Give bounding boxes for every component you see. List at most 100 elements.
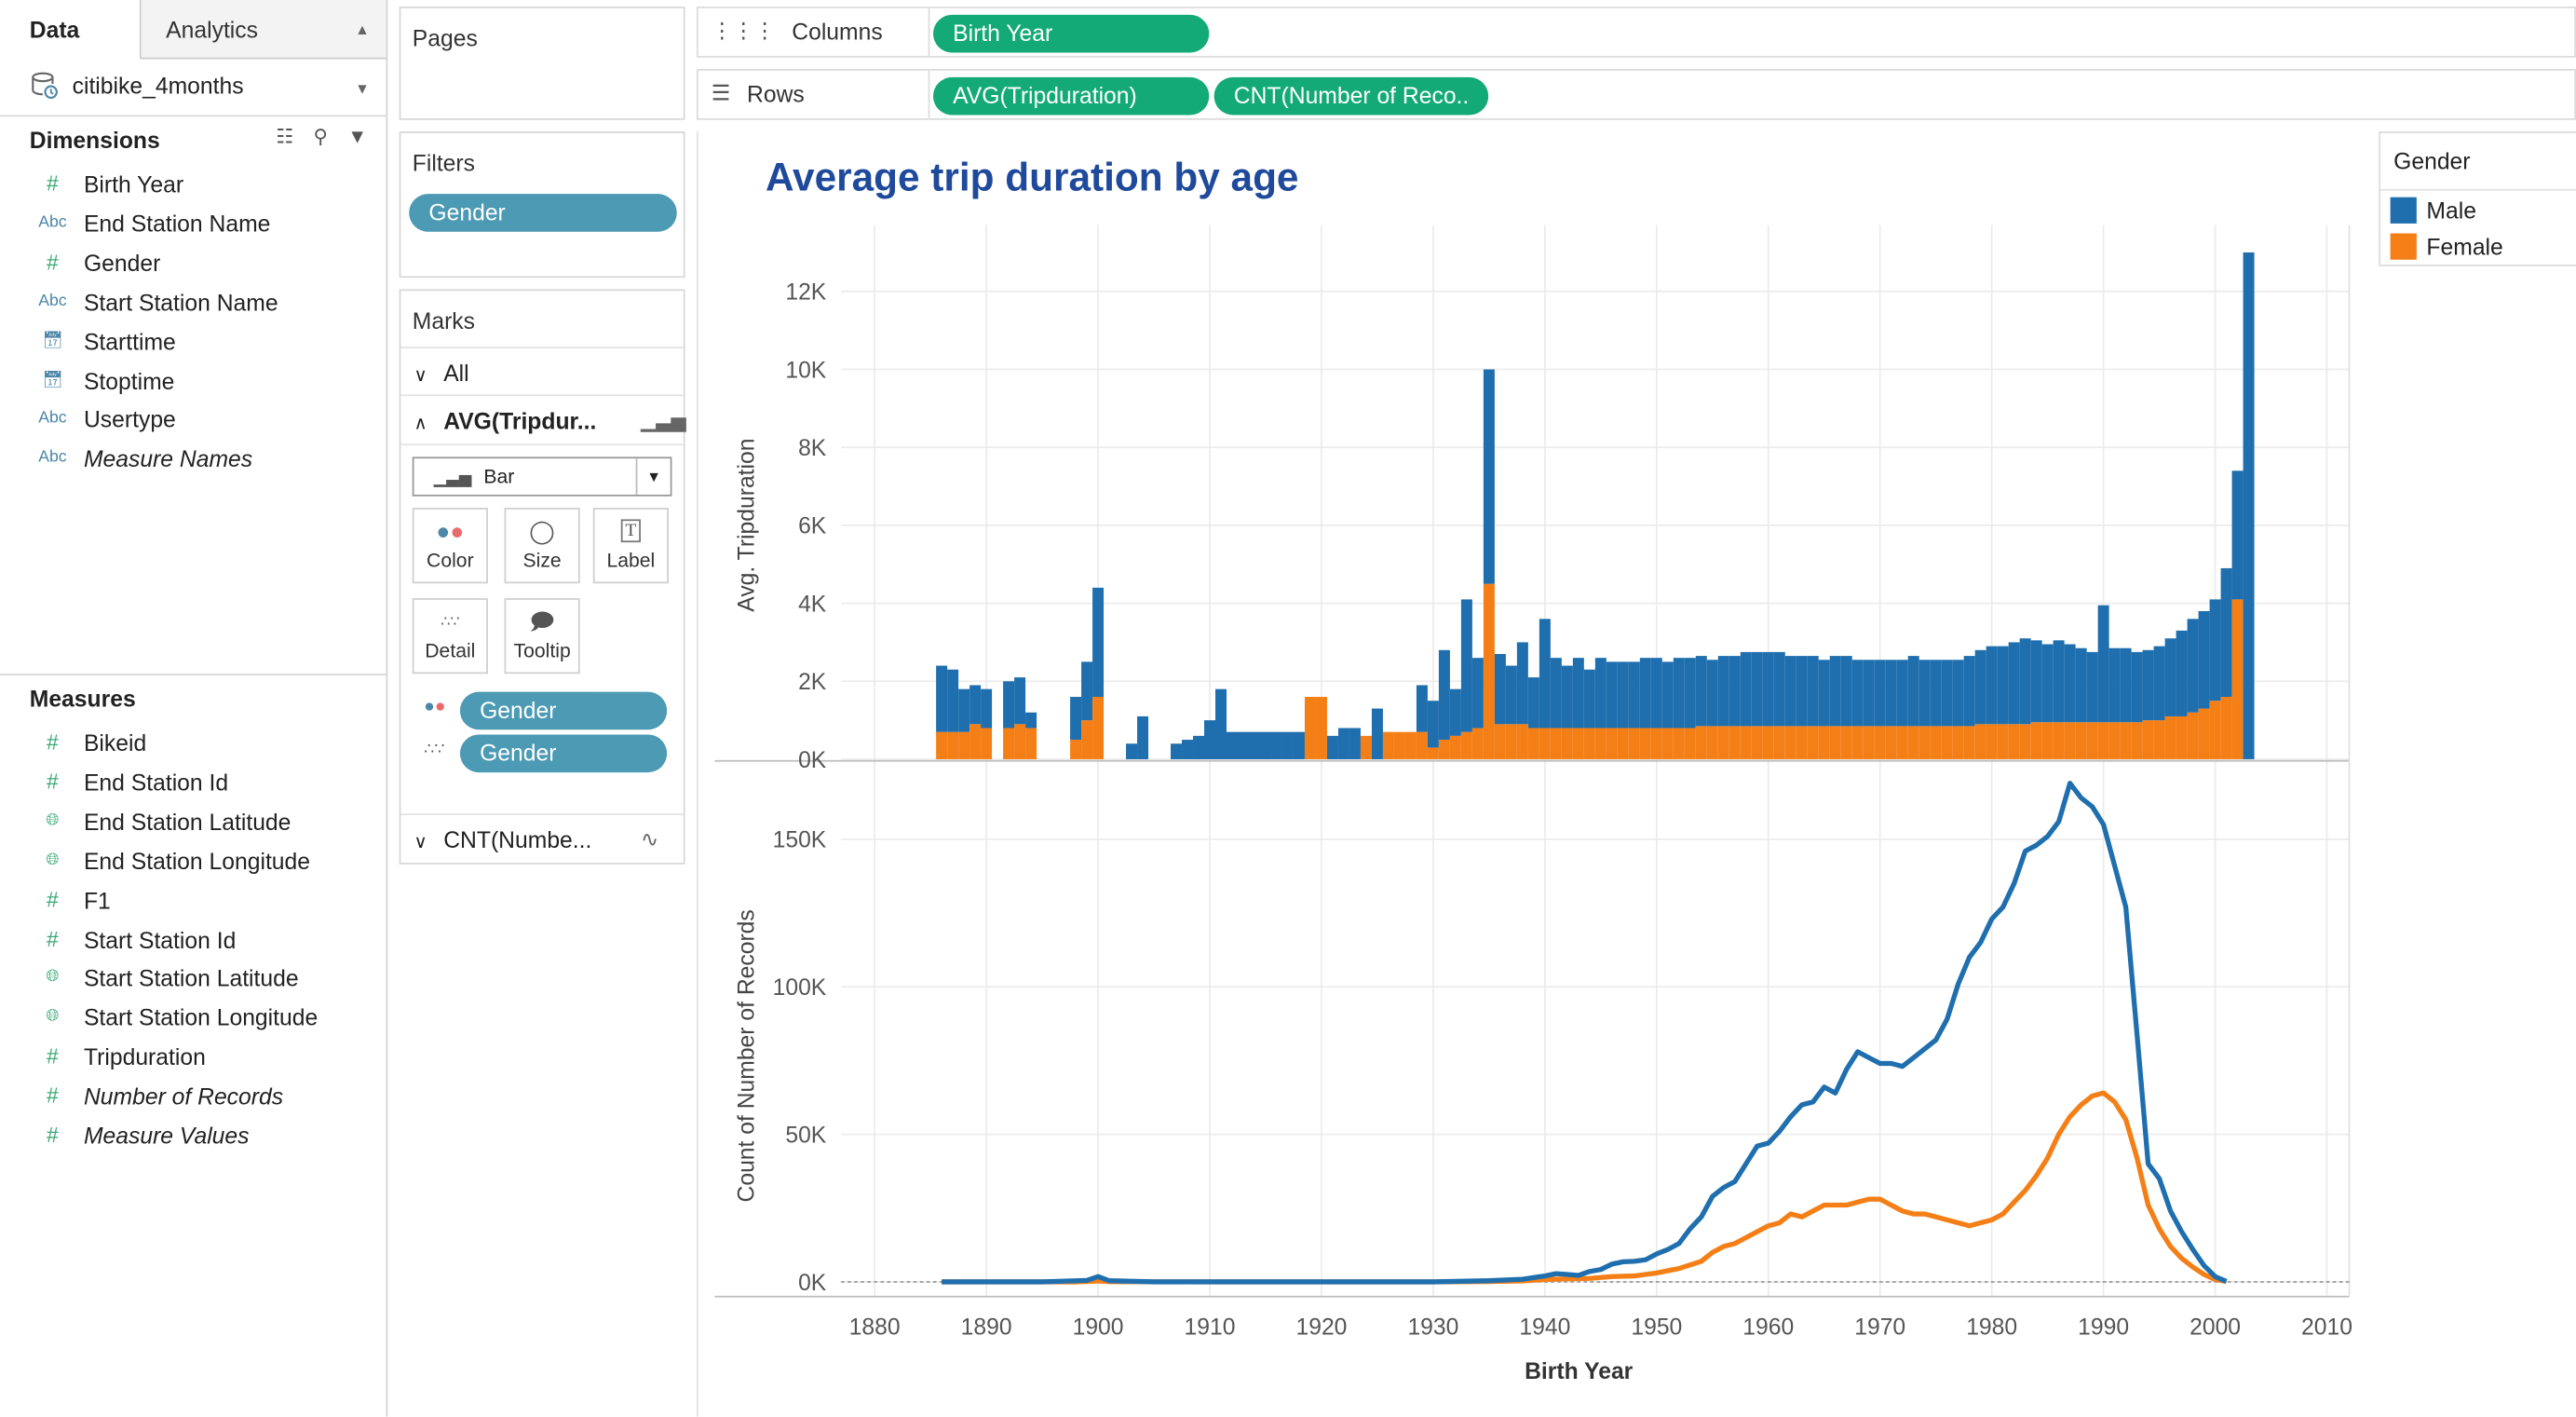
field-item[interactable]: # Start Station Id	[36, 920, 237, 959]
bar-female	[2131, 722, 2143, 759]
datasource[interactable]: citibike_4months	[30, 66, 244, 105]
list-view-icon[interactable]: ☷	[276, 125, 294, 148]
bar-male	[981, 688, 993, 729]
tooltip-button[interactable]: 🗩︎ Tooltip	[504, 598, 580, 674]
field-item[interactable]: 🌐︎ End Station Longitude	[36, 841, 310, 880]
viz-area[interactable]: Average trip duration by age 0K 2K 4K 6K 8K 1…	[696, 131, 2367, 1417]
bar-male	[936, 665, 948, 732]
bar-male	[2030, 640, 2042, 723]
bar-male	[1885, 660, 1897, 727]
field-item[interactable]: # Gender	[36, 243, 161, 282]
bar-female	[1404, 731, 1417, 759]
x-tick-label: 2000	[2190, 1315, 2241, 1340]
geo-type-icon: 🌐︎	[46, 811, 60, 830]
field-item[interactable]: # F1	[36, 880, 111, 920]
line-male	[942, 781, 2228, 1285]
bar-female	[1639, 728, 1651, 759]
columns-shelf[interactable]: Birth Year	[929, 7, 2576, 58]
tab-analytics[interactable]: Analytics ▲ ▼	[141, 0, 386, 97]
filter-pill-gender[interactable]: Gender	[409, 194, 677, 232]
bar-male	[1193, 735, 1205, 759]
bar-male	[2142, 649, 2154, 721]
field-item[interactable]: # Tripduration	[36, 1037, 206, 1076]
field-item[interactable]: # End Station Id	[36, 762, 228, 801]
bar-female	[2187, 712, 2199, 759]
date-type-icon: 📅︎	[42, 370, 63, 389]
field-item[interactable]: Abc End Station Name	[36, 204, 271, 243]
bar-male	[1293, 731, 1305, 759]
field-item[interactable]: Abc Measure Names	[36, 440, 252, 479]
bar-female	[2142, 720, 2154, 759]
number-type-icon: #	[47, 769, 59, 794]
bar-male	[1516, 642, 1528, 725]
rows-shelf[interactable]: AVG(Tripduration) CNT(Number of Reco..	[929, 69, 2576, 120]
bar-female	[1762, 726, 1774, 759]
chevron-down-icon[interactable]: ▼	[347, 125, 368, 148]
pages-title: Pages	[412, 24, 478, 51]
field-item[interactable]: Abc Start Station Name	[36, 282, 278, 321]
bar-male	[1505, 665, 1517, 725]
field-item[interactable]: 📅︎ Starttime	[36, 321, 176, 361]
field-item[interactable]: 📅︎ Stoptime	[36, 361, 175, 400]
filters-card[interactable]: Filters Gender	[399, 131, 685, 279]
legend-item-female[interactable]: Female	[2390, 228, 2503, 265]
columns-pill-birth-year[interactable]: Birth Year	[932, 14, 1210, 53]
field-label: Usertype	[83, 406, 176, 433]
field-item[interactable]: # Measure Values	[36, 1116, 250, 1155]
detail-pill-gender[interactable]: Gender	[459, 734, 668, 773]
tab-data[interactable]: Data	[0, 0, 142, 60]
columns-icon: ⋮⋮⋮	[711, 18, 776, 43]
search-icon[interactable]: ⚲	[313, 125, 329, 148]
bar-female	[1416, 731, 1428, 759]
bar-male	[2108, 647, 2121, 723]
color-pill-gender[interactable]: Gender	[459, 691, 668, 730]
bar-female	[1829, 726, 1841, 759]
bar-female	[1796, 726, 1808, 759]
bar-female	[2097, 722, 2109, 759]
bar-male	[2086, 651, 2098, 723]
field-label: Bikeid	[83, 729, 147, 756]
label-button[interactable]: T Label	[592, 508, 669, 584]
y-tick-label: 4K	[798, 592, 827, 617]
x-tick-label: 1910	[1185, 1315, 1236, 1340]
bar-female	[1561, 728, 1573, 759]
size-button[interactable]: ◯ Size	[504, 508, 580, 584]
field-item[interactable]: 🌐︎ Start Station Longitude	[36, 998, 318, 1037]
rows-pill-avg-tripduration[interactable]: AVG(Tripduration)	[932, 76, 1210, 116]
bar-male	[1594, 658, 1607, 729]
field-item[interactable]: # Bikeid	[36, 723, 146, 762]
rows-pill-cnt-records[interactable]: CNT(Number of Reco..	[1213, 76, 1489, 116]
number-type-icon: #	[47, 1122, 59, 1148]
speech-bubble-icon: 🗩︎	[529, 607, 555, 634]
field-item[interactable]: 🌐︎ Start Station Latitude	[36, 959, 299, 998]
bar-male	[2220, 567, 2232, 698]
chart-svg[interactable]: 0K 2K 4K 6K 8K 10K 12K 0K 50K 100K 150K 1880 1890 190…	[698, 131, 2367, 1416]
bar-male	[2231, 470, 2244, 600]
detail-button[interactable]: ∴∵ Detail	[412, 598, 488, 674]
field-label: Start Station Latitude	[83, 965, 299, 992]
legend-item-male[interactable]: Male	[2390, 192, 2476, 228]
field-item[interactable]: # Birth Year	[36, 164, 183, 203]
field-item[interactable]: # Number of Records	[36, 1077, 283, 1116]
bar-male	[1952, 660, 1964, 727]
bar-female	[1706, 726, 1718, 759]
marks-cnt-row[interactable]: ∨ CNT(Numbe... ∿	[400, 813, 684, 863]
color-button[interactable]: ●● Color	[412, 508, 488, 584]
bar-female	[2008, 724, 2020, 759]
bar-female	[1974, 724, 1986, 759]
bar-male	[1025, 712, 1037, 729]
marks-all-row[interactable]: ∨ All	[400, 347, 684, 397]
bar-female	[958, 731, 970, 759]
pages-card[interactable]: Pages	[399, 7, 685, 120]
number-type-icon: #	[47, 926, 59, 951]
field-item[interactable]: Abc Usertype	[36, 400, 176, 439]
mark-type-dropdown[interactable]: ▁▃▅ Bar ▼	[412, 456, 672, 497]
marks-avg-row[interactable]: ∧ AVG(Tripdur... ▁▃▅	[400, 396, 686, 446]
bar-female	[1773, 726, 1785, 759]
field-item[interactable]: 🌐︎ End Station Latitude	[36, 801, 291, 840]
updown-arrows-icon[interactable]: ▲ ▼	[355, 20, 370, 98]
field-label: End Station Longitude	[83, 847, 311, 874]
bar-female	[1014, 724, 1026, 759]
string-type-icon: Abc	[38, 449, 67, 468]
field-label: Stoptime	[83, 367, 175, 394]
